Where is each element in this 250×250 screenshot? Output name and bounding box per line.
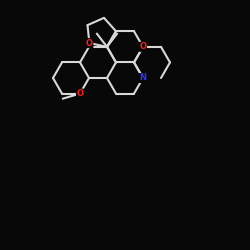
Text: O: O [76, 89, 84, 98]
Text: O: O [140, 42, 146, 51]
Text: O: O [86, 38, 93, 48]
Text: N: N [140, 74, 146, 82]
